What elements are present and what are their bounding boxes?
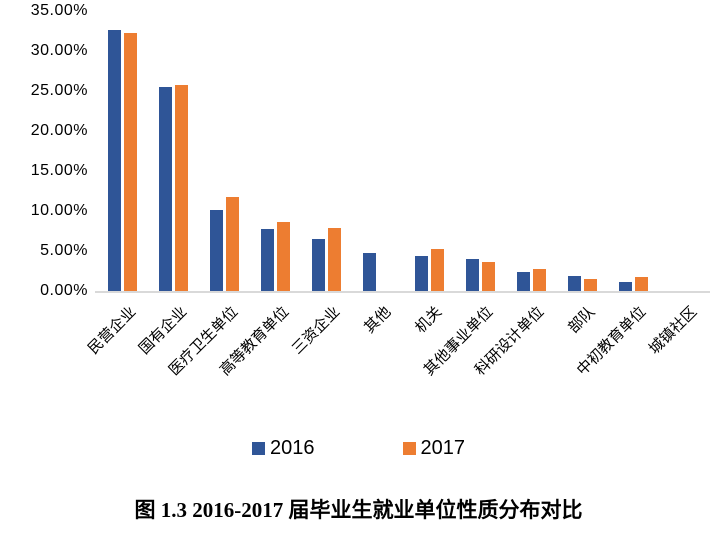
category-slot: [506, 11, 557, 291]
legend-label: 2017: [420, 437, 466, 459]
bar-2017: [430, 249, 444, 291]
y-axis-tick-label: 30.00%: [30, 42, 88, 59]
category-slot: [403, 11, 454, 291]
y-axis-tick-label: 20.00%: [30, 122, 88, 139]
bar-2016: [618, 282, 632, 291]
bar-2017: [583, 279, 597, 291]
figure-caption: 图 1.3 2016-2017 届毕业生就业单位性质分布对比: [134, 498, 583, 522]
category-slot: [557, 11, 608, 291]
y-axis-tick-label: 10.00%: [30, 202, 88, 219]
x-axis-line: [95, 291, 710, 293]
bar-2016: [210, 210, 224, 291]
bar-2017: [481, 262, 495, 291]
category-slot: [455, 11, 506, 291]
bar-2016: [312, 239, 326, 291]
bar-2016: [567, 275, 581, 291]
legend-swatch-2017: [402, 441, 416, 455]
bar-2016: [363, 252, 377, 291]
x-axis-category-label: 部队: [565, 303, 599, 337]
category-slot: [148, 11, 199, 291]
bar-2017: [634, 277, 648, 291]
y-axis-tick-label: 25.00%: [30, 82, 88, 99]
bar-2016: [516, 271, 530, 291]
legend-item-2017: 2017: [402, 437, 466, 459]
legend-swatch-2016: [252, 441, 265, 455]
bar-2017: [328, 227, 342, 291]
bar-2016: [108, 30, 122, 291]
bar-2017: [124, 33, 138, 291]
bar-2016: [159, 87, 173, 291]
bar-2016: [465, 259, 479, 291]
category-slot: [659, 11, 710, 291]
bar-2017: [175, 85, 189, 291]
x-axis-category-label: 城镇社区: [646, 303, 701, 358]
y-axis-tick-label: 15.00%: [30, 162, 88, 179]
y-axis-tick-label: 0.00%: [40, 282, 88, 299]
category-slot: [301, 11, 352, 291]
y-axis-tick-label: 5.00%: [40, 242, 88, 259]
category-slot: [97, 11, 148, 291]
legend-label: 2016: [270, 437, 315, 459]
category-slot: [250, 11, 301, 291]
bar-2017: [226, 196, 240, 291]
legend-item-2016: 2016: [252, 438, 315, 458]
category-slot: [608, 11, 659, 291]
chart-plot-area: [97, 11, 710, 291]
y-axis-tick-label: 35.00%: [30, 2, 88, 19]
bar-2016: [261, 229, 275, 291]
bar-2016: [414, 255, 428, 291]
x-axis-category-label: 国有企业: [135, 303, 190, 358]
category-slot: [352, 11, 403, 291]
bar-2017: [532, 269, 546, 291]
x-axis-category-label: 机关: [412, 303, 446, 337]
x-axis-category-label: 民营企业: [84, 303, 139, 358]
x-axis-category-label: 三资企业: [288, 303, 344, 358]
chart-legend: 2016 2017: [0, 438, 717, 458]
x-axis-category-label: 其他: [361, 303, 395, 337]
category-slot: [199, 11, 250, 291]
bar-2017: [277, 222, 291, 291]
